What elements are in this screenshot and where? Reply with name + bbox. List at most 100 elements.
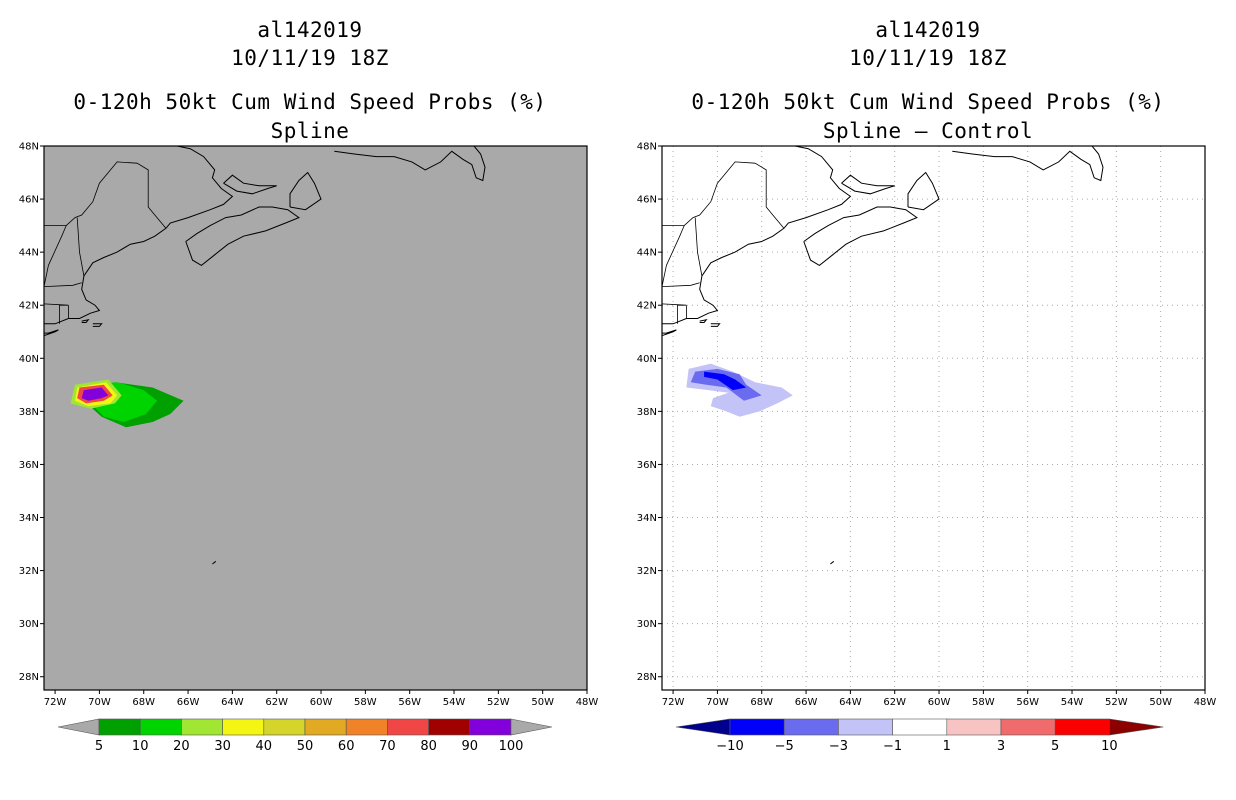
colorbar-label: 1 [943,739,951,754]
y-tick-label: 42N [637,301,657,312]
y-tick-label: 44N [637,248,657,259]
y-tick-label: 28N [19,672,39,683]
x-tick-label: 60W [928,697,951,708]
border-line-2 [76,217,85,277]
contour-level-90 [81,387,109,401]
y-tick-label: 44N [19,248,39,259]
coastline-anticosti [221,98,283,119]
colorbar-segment [469,718,512,736]
colorbar-label: −10 [716,739,743,754]
colorbar-label: 40 [256,739,273,754]
colorbar-under-triangle [57,718,100,736]
coastline-pei [841,174,895,195]
y-tick-label: 38N [637,407,657,418]
colorbar-segment [946,718,1002,736]
border-line-2 [694,217,703,277]
product-title: 0-120h 50kt Cum Wind Speed Probs (%) [73,90,547,114]
border-line-1 [44,225,67,287]
y-tick-label: 34N [19,513,39,524]
colorbar-label: 100 [499,739,524,754]
y-tick-label: 36N [19,460,39,471]
x-tick-label: 66W [177,697,200,708]
product-title: 0-120h 50kt Cum Wind Speed Probs (%) [691,90,1165,114]
subtitle: Spline – Control [822,119,1034,143]
x-tick-label: 56W [398,697,421,708]
x-tick-label: 70W [706,697,729,708]
colorbar-label: −3 [829,739,848,754]
colorbar-segment [428,718,471,736]
colorbar-label: 3 [997,739,1005,754]
colorbar-segment [783,718,839,736]
colorbar-label: 50 [297,739,314,754]
plot-frame [661,145,1206,691]
colorbar-segment [387,718,429,736]
contour-level-neg5 [704,371,747,391]
colorbar-under-triangle [675,718,731,736]
x-tick-label: 62W [883,697,906,708]
colorbar-label: 70 [379,739,396,754]
colorbar-segment [1000,718,1056,736]
coastline-novaScotia [185,206,300,267]
colorbar-over-triangle [510,718,553,736]
x-tick-label: 62W [265,697,288,708]
y-tick-label: 38N [19,407,39,418]
chart-panel-right: 72W 70W 68W 66W 64W 62W 60W 58W 56W 54W 52W 50W 48W 4… [637,142,1217,755]
y-tick-label: 40N [19,354,39,365]
x-tick-label: 68W [132,697,155,708]
y-tick-label: 36N [637,460,657,471]
coastline-longIsland [662,329,677,337]
y-tick-label: 32N [19,566,39,577]
datetime-title: 10/11/19 18Z [231,46,389,70]
colorbar-label: 60 [338,739,355,754]
x-tick-label: 58W [354,697,377,708]
colorbar-segment [729,718,785,736]
y-tick-label: 32N [637,566,657,577]
x-tick-label: 64W [839,697,862,708]
x-tick-label: 48W [576,697,599,708]
datetime-title: 10/11/19 18Z [849,46,1007,70]
x-tick-label: 50W [531,697,554,708]
plot-area [662,146,1205,690]
y-tick-label: 34N [637,513,657,524]
chart-panel-left: 72W 70W 68W 66W 64W 62W 60W 58W 56W 54W 52W 50W 48W 4… [19,98,599,755]
y-tick-label: 28N [637,672,657,683]
colorbar-segment [139,718,182,736]
border-line-4 [662,303,687,324]
colorbar-segment [263,718,306,736]
x-tick-label: 72W [44,697,67,708]
x-tick-label: 52W [1105,697,1128,708]
coastline-mainCoast [662,146,852,325]
colorbar-segment [838,718,893,736]
border-line-0 [44,161,167,229]
y-tick-label: 48N [19,142,39,153]
coastline-capeBreton [907,171,940,211]
colorbar-label: −5 [775,739,794,754]
colorbar-label: 80 [420,739,437,754]
border-line-1 [662,225,685,287]
y-tick-label: 46N [637,195,657,206]
colorbar-segment [1054,718,1110,736]
y-tick-label: 30N [19,619,39,630]
colorbar-label: 30 [214,739,231,754]
colorbar-label: 5 [1051,739,1059,754]
plot-frame [43,145,588,691]
colorbar-label: 20 [173,739,190,754]
coastline-bermuda [212,560,217,565]
coastline-bermuda [830,560,835,565]
coastline-mainCoast [44,146,234,325]
border-line-4 [44,303,69,324]
x-tick-label: 64W [221,697,244,708]
colorbar-segment [304,718,347,736]
x-tick-label: 68W [750,697,773,708]
x-tick-label: 70W [88,697,111,708]
x-tick-label: 48W [1194,697,1217,708]
colorbar-segment [222,718,265,736]
colorbar: 5 10 20 30 40 50 60 70 80 90 100 [57,718,553,754]
colorbar-label: 10 [1101,739,1118,754]
y-tick-label: 46N [19,195,39,206]
colorbar-label: 10 [132,739,149,754]
coastline-newfoundland [334,146,486,182]
coastline-novaScotia [803,206,918,267]
colorbar-segment [345,718,388,736]
border-line-3 [662,282,700,287]
